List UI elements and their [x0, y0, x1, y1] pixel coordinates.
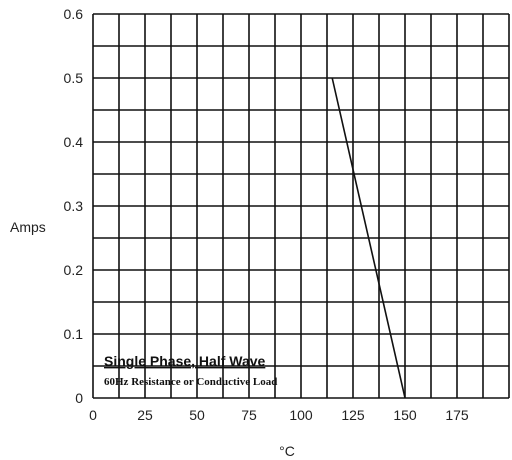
x-tick-label: 125	[341, 407, 365, 423]
annotation-subtitle: 60Hz Resistance or Conductive Load	[104, 376, 277, 388]
series-line	[331, 77, 406, 399]
x-tick-label: 150	[393, 407, 417, 423]
grid	[92, 13, 510, 399]
y-tick-label: 0	[75, 390, 83, 406]
tick-labels: 0 0.1 0.2 0.3 0.4 0.5 0.6 0 25 50 75 100 125 150 175	[64, 6, 469, 423]
x-tick-label: 50	[189, 407, 205, 423]
y-tick-label: 0.2	[64, 262, 84, 278]
x-tick-label: 175	[445, 407, 469, 423]
annotation-title: Single Phase, Half Wave	[104, 353, 266, 369]
y-axis-label: Amps	[10, 219, 46, 235]
x-axis-label: °C	[279, 443, 295, 459]
x-tick-label: 0	[89, 407, 97, 423]
y-tick-label: 0.5	[64, 70, 84, 86]
y-tick-label: 0.1	[64, 326, 84, 342]
y-tick-label: 0.3	[64, 198, 84, 214]
x-tick-label: 75	[241, 407, 257, 423]
y-tick-label: 0.6	[64, 6, 84, 22]
series-layer	[331, 77, 406, 399]
y-tick-label: 0.4	[64, 134, 84, 150]
x-tick-label: 25	[137, 407, 153, 423]
x-tick-label: 100	[289, 407, 313, 423]
